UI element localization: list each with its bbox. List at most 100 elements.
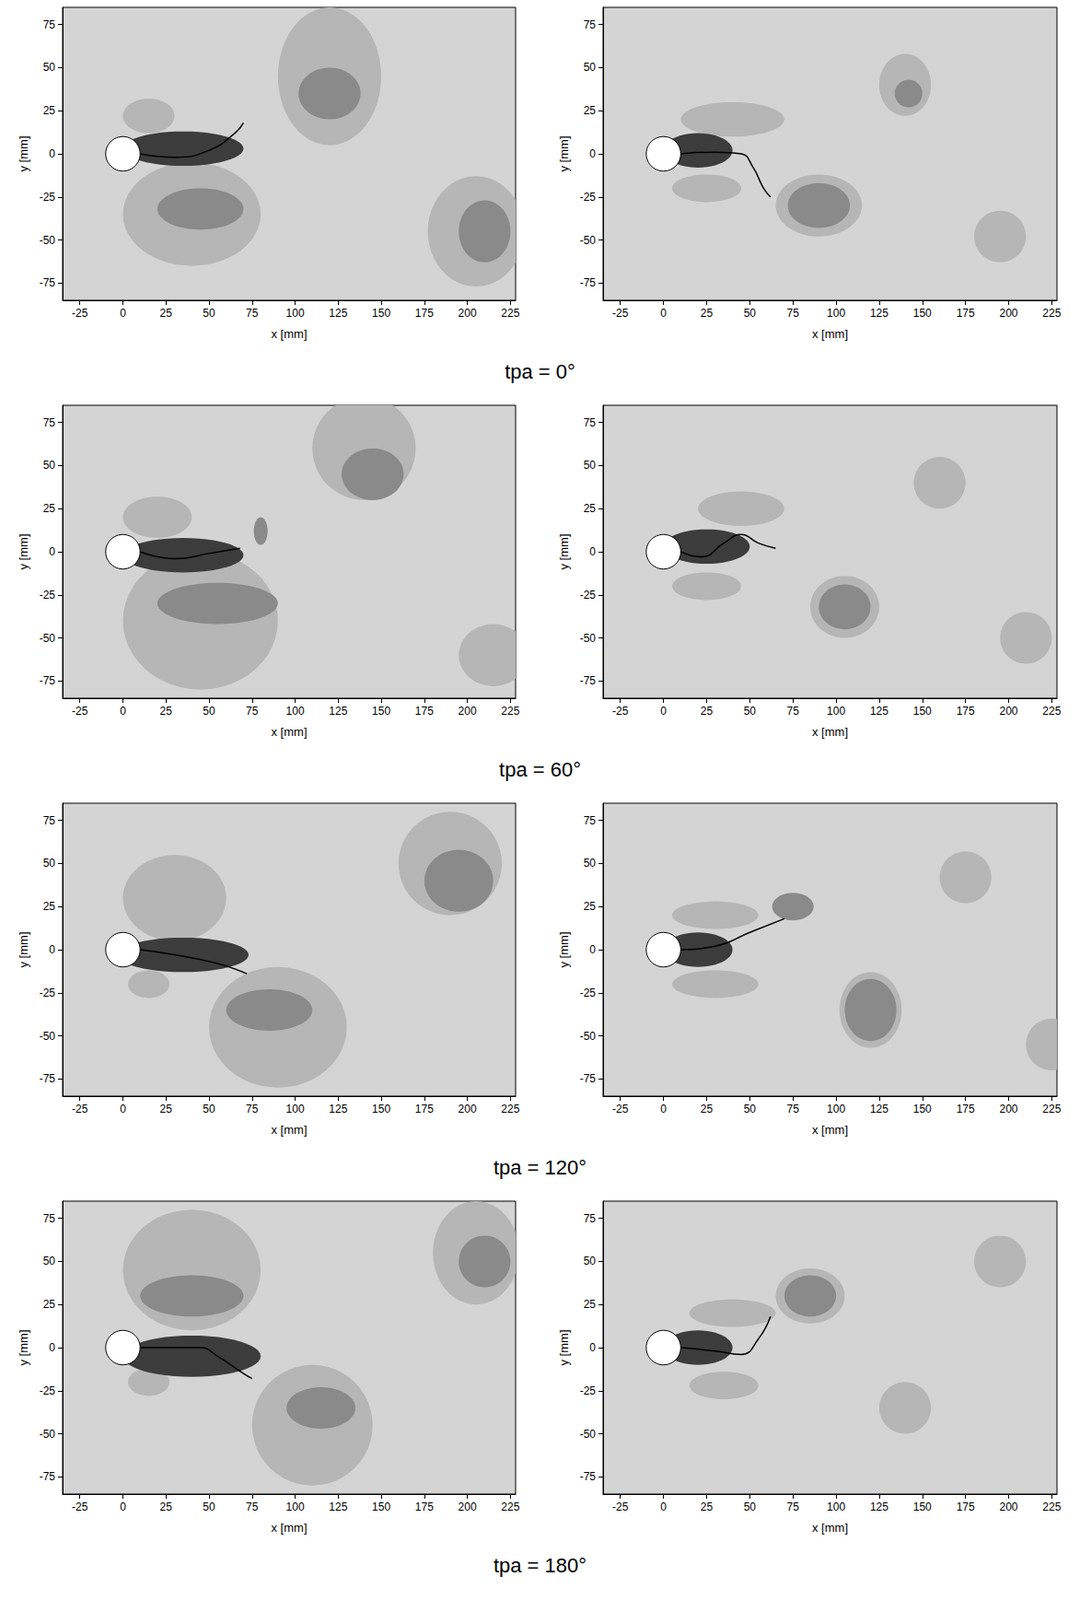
svg-text:225: 225	[500, 704, 520, 718]
svg-text:0: 0	[660, 1102, 667, 1115]
svg-text:y [mm]: y [mm]	[16, 1329, 31, 1366]
svg-text:50: 50	[43, 856, 57, 870]
svg-text:100: 100	[286, 1102, 305, 1115]
svg-text:225: 225	[1042, 1102, 1061, 1115]
svg-text:25: 25	[583, 1297, 597, 1311]
svg-text:-50: -50	[39, 233, 57, 247]
svg-text:75: 75	[43, 18, 57, 32]
svg-text:0: 0	[589, 147, 596, 161]
svg-text:0: 0	[119, 704, 127, 718]
svg-text:175: 175	[956, 704, 976, 718]
svg-text:25: 25	[700, 306, 714, 320]
svg-text:100: 100	[286, 306, 305, 320]
svg-text:0: 0	[119, 306, 127, 320]
svg-text:-50: -50	[580, 1427, 597, 1440]
svg-text:100: 100	[826, 704, 846, 718]
svg-text:0: 0	[48, 147, 56, 161]
svg-text:25: 25	[160, 306, 174, 320]
svg-text:100: 100	[826, 306, 846, 320]
svg-text:y [mm]: y [mm]	[557, 1329, 571, 1366]
svg-text:150: 150	[371, 704, 391, 718]
svg-text:0: 0	[48, 1340, 56, 1354]
svg-text:225: 225	[500, 306, 520, 320]
svg-text:25: 25	[583, 104, 597, 117]
svg-text:50: 50	[583, 458, 597, 472]
svg-text:x [mm]: x [mm]	[271, 724, 308, 739]
svg-text:-50: -50	[580, 631, 597, 645]
svg-text:25: 25	[700, 1102, 714, 1115]
svg-text:-25: -25	[580, 190, 597, 204]
svg-text:tpa = 60°: tpa = 60°	[499, 757, 581, 781]
svg-text:0: 0	[589, 1340, 596, 1354]
svg-text:200: 200	[458, 1499, 477, 1513]
svg-text:75: 75	[787, 306, 801, 320]
svg-text:y [mm]: y [mm]	[16, 931, 31, 968]
svg-text:75: 75	[43, 1211, 57, 1225]
svg-text:-50: -50	[580, 233, 597, 247]
svg-text:tpa = 180°: tpa = 180°	[493, 1553, 587, 1577]
svg-text:75: 75	[787, 1102, 801, 1115]
svg-text:125: 125	[870, 1499, 889, 1513]
svg-text:200: 200	[458, 1102, 477, 1115]
svg-text:25: 25	[700, 704, 714, 718]
svg-text:75: 75	[583, 416, 597, 430]
svg-text:200: 200	[998, 306, 1018, 320]
svg-text:75: 75	[583, 1211, 597, 1225]
svg-text:75: 75	[245, 1102, 259, 1115]
svg-text:125: 125	[870, 704, 889, 718]
svg-text:25: 25	[43, 501, 57, 515]
svg-text:x [mm]: x [mm]	[812, 724, 848, 739]
svg-text:125: 125	[328, 704, 348, 718]
svg-text:25: 25	[43, 899, 57, 913]
svg-text:50: 50	[43, 60, 57, 74]
svg-text:y [mm]: y [mm]	[557, 534, 571, 570]
svg-text:150: 150	[371, 1102, 391, 1115]
svg-text:-25: -25	[612, 1499, 629, 1513]
svg-text:25: 25	[160, 1499, 174, 1513]
svg-text:225: 225	[1042, 704, 1061, 718]
svg-text:50: 50	[583, 60, 597, 74]
svg-text:50: 50	[743, 704, 757, 718]
svg-text:100: 100	[826, 1499, 846, 1513]
svg-text:225: 225	[1042, 306, 1061, 320]
svg-text:75: 75	[245, 704, 259, 718]
svg-text:-50: -50	[39, 1427, 57, 1440]
svg-text:150: 150	[913, 1102, 932, 1115]
svg-text:75: 75	[43, 416, 57, 430]
svg-text:50: 50	[583, 856, 597, 870]
svg-text:200: 200	[998, 1102, 1018, 1115]
svg-text:x [mm]: x [mm]	[271, 1122, 308, 1137]
svg-text:-25: -25	[612, 1102, 629, 1115]
svg-text:-25: -25	[580, 986, 597, 999]
svg-text:0: 0	[119, 1102, 127, 1115]
svg-text:-75: -75	[580, 276, 597, 290]
svg-text:tpa = 120°: tpa = 120°	[493, 1155, 587, 1179]
svg-text:50: 50	[202, 306, 216, 320]
svg-text:-25: -25	[39, 986, 57, 999]
svg-text:125: 125	[328, 1102, 348, 1115]
svg-text:0: 0	[48, 545, 56, 558]
svg-text:75: 75	[787, 704, 801, 718]
svg-text:200: 200	[998, 704, 1018, 718]
svg-text:-75: -75	[580, 1469, 597, 1483]
svg-text:-25: -25	[71, 704, 89, 718]
svg-text:175: 175	[415, 306, 434, 320]
svg-text:225: 225	[1042, 1499, 1061, 1513]
svg-text:x [mm]: x [mm]	[271, 1520, 308, 1534]
svg-text:150: 150	[913, 306, 932, 320]
svg-text:50: 50	[43, 458, 57, 472]
svg-text:-25: -25	[71, 1499, 89, 1513]
svg-text:0: 0	[660, 704, 667, 718]
svg-text:175: 175	[956, 306, 976, 320]
svg-text:25: 25	[700, 1499, 714, 1513]
svg-text:50: 50	[43, 1254, 57, 1267]
svg-text:0: 0	[48, 942, 56, 956]
svg-text:tpa = 0°: tpa = 0°	[504, 360, 576, 384]
svg-text:0: 0	[660, 306, 667, 320]
svg-text:25: 25	[583, 501, 597, 515]
svg-text:x [mm]: x [mm]	[812, 1122, 848, 1137]
svg-text:75: 75	[583, 18, 597, 32]
svg-text:-75: -75	[580, 673, 597, 687]
svg-text:50: 50	[743, 1499, 757, 1513]
svg-text:-50: -50	[39, 631, 57, 645]
